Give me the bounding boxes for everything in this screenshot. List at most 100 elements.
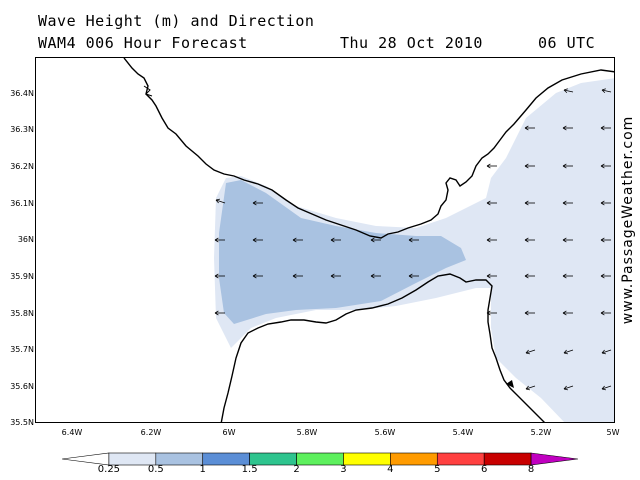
coastline-north [123,58,614,239]
lat-label: 36.3N [10,125,34,134]
wave-arrow-head [370,237,375,243]
lat-label: 36.2N [10,162,34,171]
wave-arrow [525,349,536,354]
wave-arrow-head [408,273,413,279]
wave-arrow-head [524,237,529,243]
colorbar-label: 2 [293,464,300,475]
wave-zone-medium [219,180,466,324]
wave-arrow-head [524,163,529,169]
lon-label: 6.2W [140,428,162,437]
wave-height-colorbar [62,452,578,466]
wave-direction-arrows [214,88,612,391]
wave-arrow-head [524,310,529,316]
lat-label: 35.8N [10,309,34,318]
wave-map [35,57,615,423]
lat-label: 36.1N [10,199,34,208]
colorbar-label: 4 [387,464,394,475]
colorbar-swatch [390,452,438,466]
lat-label: 35.5N [10,418,34,427]
watermark-text: www.PassageWeather.com [620,115,636,325]
colorbar-label: 5 [434,464,441,475]
wave-arrow-head [524,125,529,131]
forecast-time: 06 UTC [538,34,596,52]
map-canvas [123,58,614,422]
wave-arrow-head [486,310,491,316]
coastline-detail-north [143,85,153,97]
chart-title: Wave Height (m) and Direction [38,12,315,30]
wave-arrow-head [330,273,335,279]
wave-arrow-head [600,163,605,169]
wave-arrow [563,349,574,354]
wave-arrow [563,385,574,390]
wave-arrow-head [600,237,605,243]
lon-label: 5.2W [530,428,552,437]
lat-label: 35.6N [10,382,34,391]
coastline-south [220,273,545,422]
wave-arrow-head [214,237,219,243]
colorbar-swatch [436,452,485,466]
colorbar-label: 6 [480,464,488,475]
colorbar-label: 0.5 [147,464,164,475]
wave-arrow [563,89,574,93]
lat-label: 35.7N [10,345,34,354]
lon-label: 5.6W [374,428,396,437]
forecast-subtitle: WAM4 006 Hour Forecast [38,34,248,52]
wave-arrow-head [215,198,220,204]
lat-label: 36.4N [10,89,34,98]
colorbar-swatch [343,452,391,466]
wave-arrow-head [601,88,606,94]
lon-label: 5.4W [452,428,474,437]
colorbar-swatch [296,452,344,466]
wave-arrow-head [486,163,491,169]
lon-label: 6W [222,428,236,437]
wave-arrow-head [330,237,335,243]
wave-arrow-head [600,125,605,131]
wave-arrow-head [600,200,605,206]
wave-arrow-head [252,200,257,206]
wave-arrow-head [524,273,529,279]
wave-arrow [601,89,612,93]
wave-arrow-head [525,385,530,391]
colorbar-label: 1.5 [241,464,258,475]
wave-arrow-head [601,385,606,391]
colorbar-swatch [530,452,578,466]
wave-arrow-head [600,273,605,279]
wave-arrow [601,385,612,390]
wave-arrow-head [563,88,568,94]
wave-arrow-head [252,237,257,243]
colorbar-label: 1 [199,464,206,475]
wave-arrow-head [562,273,567,279]
wave-arrow-head [214,273,219,279]
wave-arrow-head [562,163,567,169]
lon-label: 5W [606,428,620,437]
colorbar-label: 8 [527,464,535,475]
wave-arrow-head [292,237,297,243]
wave-arrow-head [370,273,375,279]
colorbar-label: 0.25 [97,464,121,475]
colorbar-label: 3 [340,464,347,475]
wave-arrow-head [214,310,219,316]
wave-arrow-head [525,349,530,355]
wave-arrow [215,199,226,204]
wave-arrow-head [292,273,297,279]
wave-arrow-head [562,310,567,316]
wave-arrow-head [524,200,529,206]
wave-arrow-head [252,273,257,279]
wave-arrow-head [562,200,567,206]
wave-arrow-head [486,273,491,279]
lat-label: 36N [17,235,34,244]
wave-arrow-head [600,310,605,316]
lat-label: 35.9N [10,272,34,281]
wave-arrow [601,349,612,354]
wave-arrow-head [562,237,567,243]
wave-arrow-head [486,237,491,243]
wave-arrow-head [563,385,568,391]
wave-arrow-head [563,349,568,355]
colorbar-swatch [483,452,532,466]
forecast-date: Thu 28 Oct 2010 [340,34,483,52]
wave-arrow-head [408,237,413,243]
wave-arrow-head [601,349,606,355]
lon-label: 5.8W [296,428,318,437]
coastline-detail [506,380,514,388]
wave-arrow-head [486,200,491,206]
